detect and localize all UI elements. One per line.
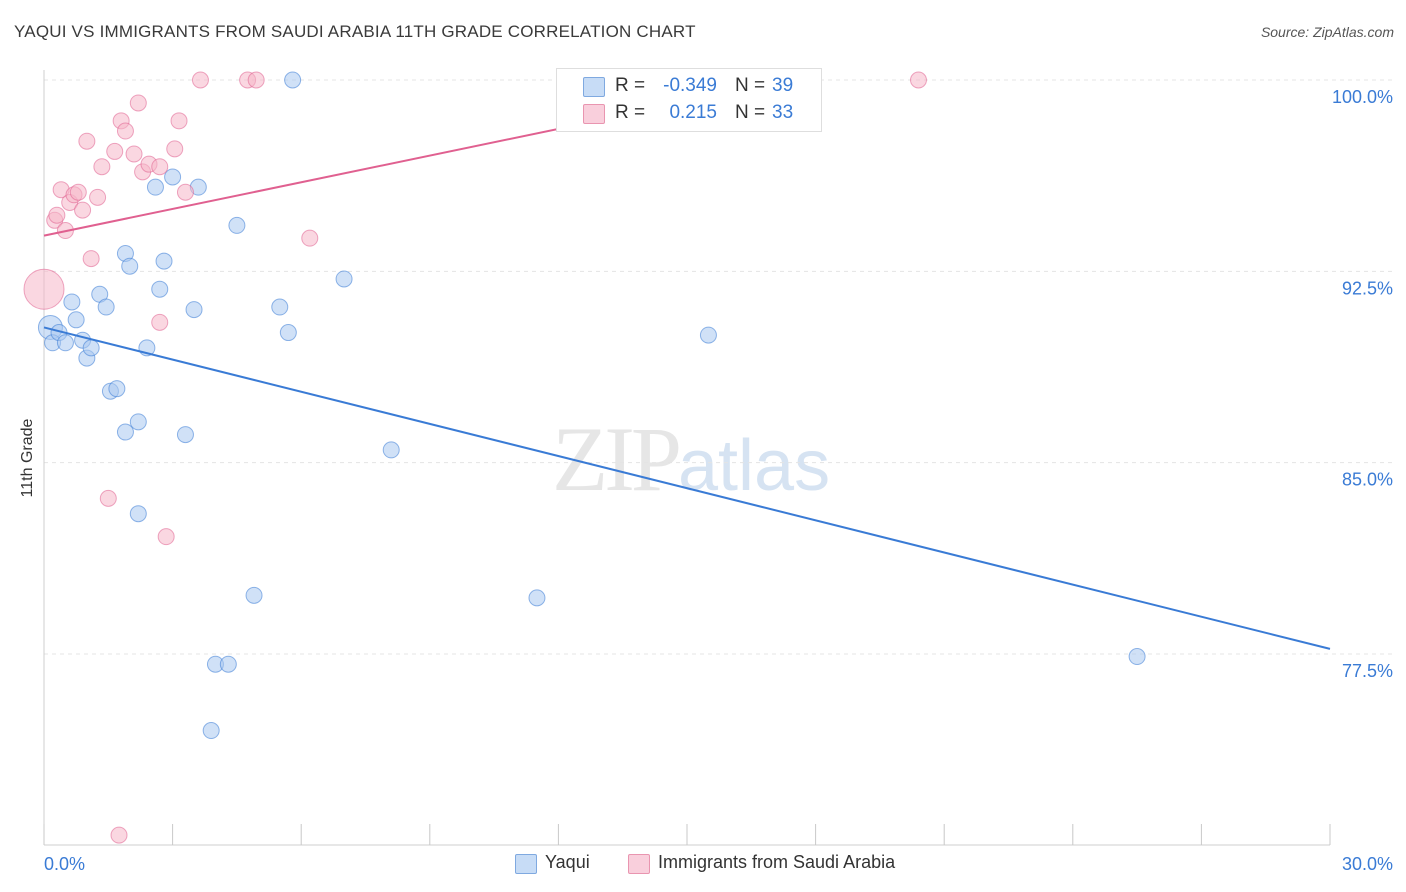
data-point bbox=[279, 324, 297, 342]
x-tick-label: 30.0% bbox=[1342, 854, 1393, 874]
legend-row-yaqui: R = -0.349 N = 39 bbox=[557, 73, 821, 101]
legend-r-value: -0.349 bbox=[663, 75, 717, 96]
trend-layer bbox=[43, 79, 1331, 650]
legend-n-label: N = bbox=[735, 102, 766, 123]
legend-label-saudi: Immigrants from Saudi Arabia bbox=[658, 852, 896, 872]
data-point bbox=[528, 589, 546, 607]
data-point bbox=[82, 339, 100, 357]
data-point bbox=[116, 122, 134, 140]
data-point bbox=[74, 201, 92, 219]
y-tick-label: 100.0% bbox=[1332, 87, 1393, 107]
data-point bbox=[228, 216, 246, 234]
data-point bbox=[909, 71, 927, 89]
y-tick-label: 92.5% bbox=[1342, 278, 1393, 298]
data-point bbox=[151, 158, 169, 176]
data-point bbox=[176, 183, 194, 201]
data-point bbox=[125, 145, 143, 163]
data-point bbox=[48, 206, 66, 224]
data-point bbox=[89, 188, 107, 206]
data-point bbox=[191, 71, 209, 89]
data-point bbox=[82, 250, 100, 268]
data-point bbox=[382, 441, 400, 459]
series-yaqui bbox=[37, 71, 1146, 740]
data-point bbox=[116, 423, 134, 441]
data-point bbox=[164, 168, 182, 186]
data-point bbox=[129, 94, 147, 112]
legend-n-label: N = bbox=[735, 75, 766, 96]
data-point bbox=[157, 528, 175, 546]
tick-labels: 77.5% 85.0% 92.5% 100.0% 0.0% 30.0% bbox=[44, 87, 1393, 874]
chart-title: YAQUI VS IMMIGRANTS FROM SAUDI ARABIA 11… bbox=[14, 22, 696, 41]
data-point bbox=[284, 71, 302, 89]
x-tick-label: 0.0% bbox=[44, 854, 85, 874]
data-point bbox=[78, 132, 96, 150]
y-tick-label: 85.0% bbox=[1342, 470, 1393, 490]
data-point bbox=[69, 183, 87, 201]
legend-swatch-saudi bbox=[628, 854, 650, 874]
data-point bbox=[245, 586, 263, 604]
data-point bbox=[56, 334, 74, 352]
data-point bbox=[166, 140, 184, 158]
grid bbox=[44, 79, 1392, 655]
data-point bbox=[247, 71, 265, 89]
legend-r-label: R = bbox=[615, 102, 646, 123]
data-point bbox=[699, 326, 717, 344]
data-point bbox=[176, 426, 194, 444]
data-point bbox=[271, 298, 289, 316]
legend-n-value: 33 bbox=[772, 102, 794, 123]
data-point bbox=[121, 257, 139, 275]
data-point bbox=[155, 252, 173, 270]
data-point bbox=[106, 142, 124, 160]
data-point bbox=[146, 178, 164, 196]
data-point bbox=[202, 722, 220, 740]
source-label: Source: ZipAtlas.com bbox=[1260, 24, 1394, 40]
stats-legend: R = -0.349 N = 39 R = 0.215 N = 33 bbox=[556, 68, 822, 132]
data-point bbox=[219, 655, 237, 673]
data-point bbox=[335, 270, 353, 288]
data-point bbox=[185, 301, 203, 319]
trend-line bbox=[43, 326, 1331, 650]
data-point bbox=[67, 311, 85, 329]
legend-r-label: R = bbox=[615, 75, 646, 96]
series-saudi bbox=[23, 71, 927, 844]
data-point bbox=[97, 298, 115, 316]
legend-r-value: 0.215 bbox=[669, 102, 717, 123]
data-point bbox=[129, 413, 147, 431]
series-legend: Yaqui Immigrants from Saudi Arabia bbox=[0, 852, 1406, 876]
data-point bbox=[301, 229, 319, 247]
series-layer bbox=[23, 71, 1146, 844]
data-point bbox=[23, 268, 65, 310]
data-point bbox=[1128, 648, 1146, 666]
data-point bbox=[151, 280, 169, 298]
data-point bbox=[151, 313, 169, 331]
data-point bbox=[129, 505, 147, 523]
data-point bbox=[170, 112, 188, 130]
legend-label-yaqui: Yaqui bbox=[545, 852, 590, 872]
legend-swatch-yaqui bbox=[515, 854, 537, 874]
data-point bbox=[108, 380, 126, 398]
y-tick-label: 77.5% bbox=[1342, 661, 1393, 681]
legend-n-value: 39 bbox=[772, 75, 794, 96]
legend-swatch-yaqui bbox=[583, 77, 605, 97]
legend-swatch-saudi bbox=[583, 104, 605, 124]
axes bbox=[43, 70, 1331, 846]
data-point bbox=[93, 158, 111, 176]
legend-row-saudi: R = 0.215 N = 33 bbox=[557, 100, 821, 128]
data-point bbox=[63, 293, 81, 311]
data-point bbox=[99, 489, 117, 507]
data-point bbox=[110, 826, 128, 844]
